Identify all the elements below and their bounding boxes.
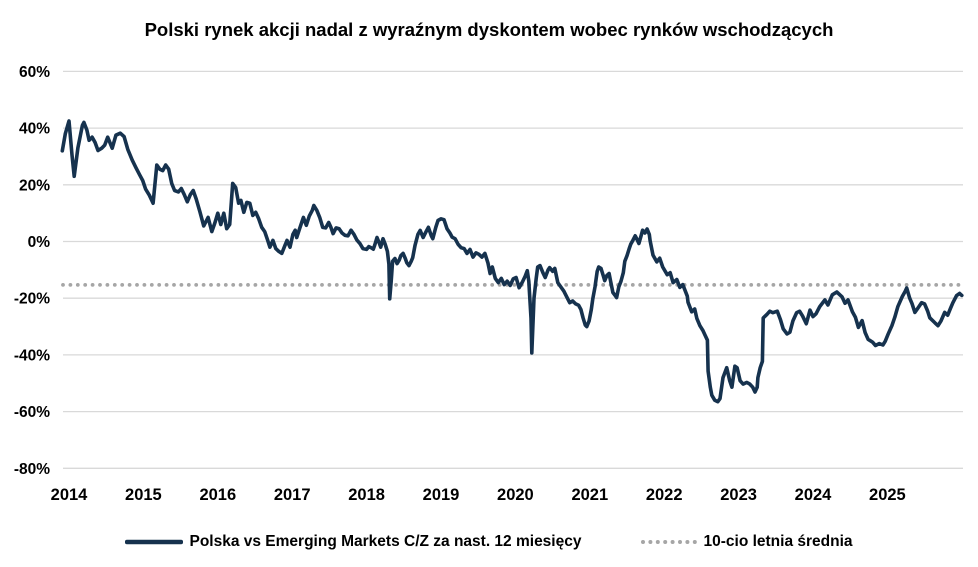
x-tick-label: 2015 [125, 486, 162, 504]
legend-item-average: 10-cio letnia średnia [639, 533, 853, 551]
line-chart-plot: 60% 40% 20% 0% -20% -40% -60% -80%2014 2015 2016 2… [14, 64, 965, 504]
legend-average-label: 10-cio letnia średnia [703, 533, 853, 550]
legend-series-label: Polska vs Emerging Markets C/Z za nast. … [189, 533, 582, 550]
legend-item-series: Polska vs Emerging Markets C/Z za nast. … [125, 533, 581, 551]
y-tick-label: -40% [14, 347, 50, 364]
y-tick-label: 60% [19, 64, 50, 81]
x-tick-label: 2021 [571, 486, 608, 504]
x-tick-label: 2017 [274, 486, 311, 504]
y-tick-label: 40% [19, 121, 50, 138]
y-tick-label: 0% [28, 234, 51, 251]
x-tick-label: 2023 [720, 486, 757, 504]
x-tick-label: 2016 [199, 486, 236, 504]
y-tick-label: 20% [19, 177, 50, 194]
x-tick-label: 2018 [348, 486, 385, 504]
x-tick-label: 2024 [795, 486, 833, 504]
x-tick-label: 2019 [423, 486, 460, 504]
x-tick-label: 2025 [869, 486, 906, 504]
series-line [60, 119, 964, 404]
y-tick-label: -80% [14, 461, 50, 478]
series-line-swatch [125, 539, 184, 545]
x-tick-label: 2022 [646, 486, 683, 504]
y-tick-label: -20% [14, 291, 50, 308]
y-tick-label: -60% [14, 404, 50, 421]
x-tick-label: 2020 [497, 486, 534, 504]
average-line-swatch [641, 540, 698, 544]
legend: Polska vs Emerging Markets C/Z za nast. … [0, 533, 978, 551]
chart-title: Polski rynek akcji nadal z wyraźnym dysk… [144, 19, 834, 40]
x-tick-label: 2014 [51, 486, 89, 504]
